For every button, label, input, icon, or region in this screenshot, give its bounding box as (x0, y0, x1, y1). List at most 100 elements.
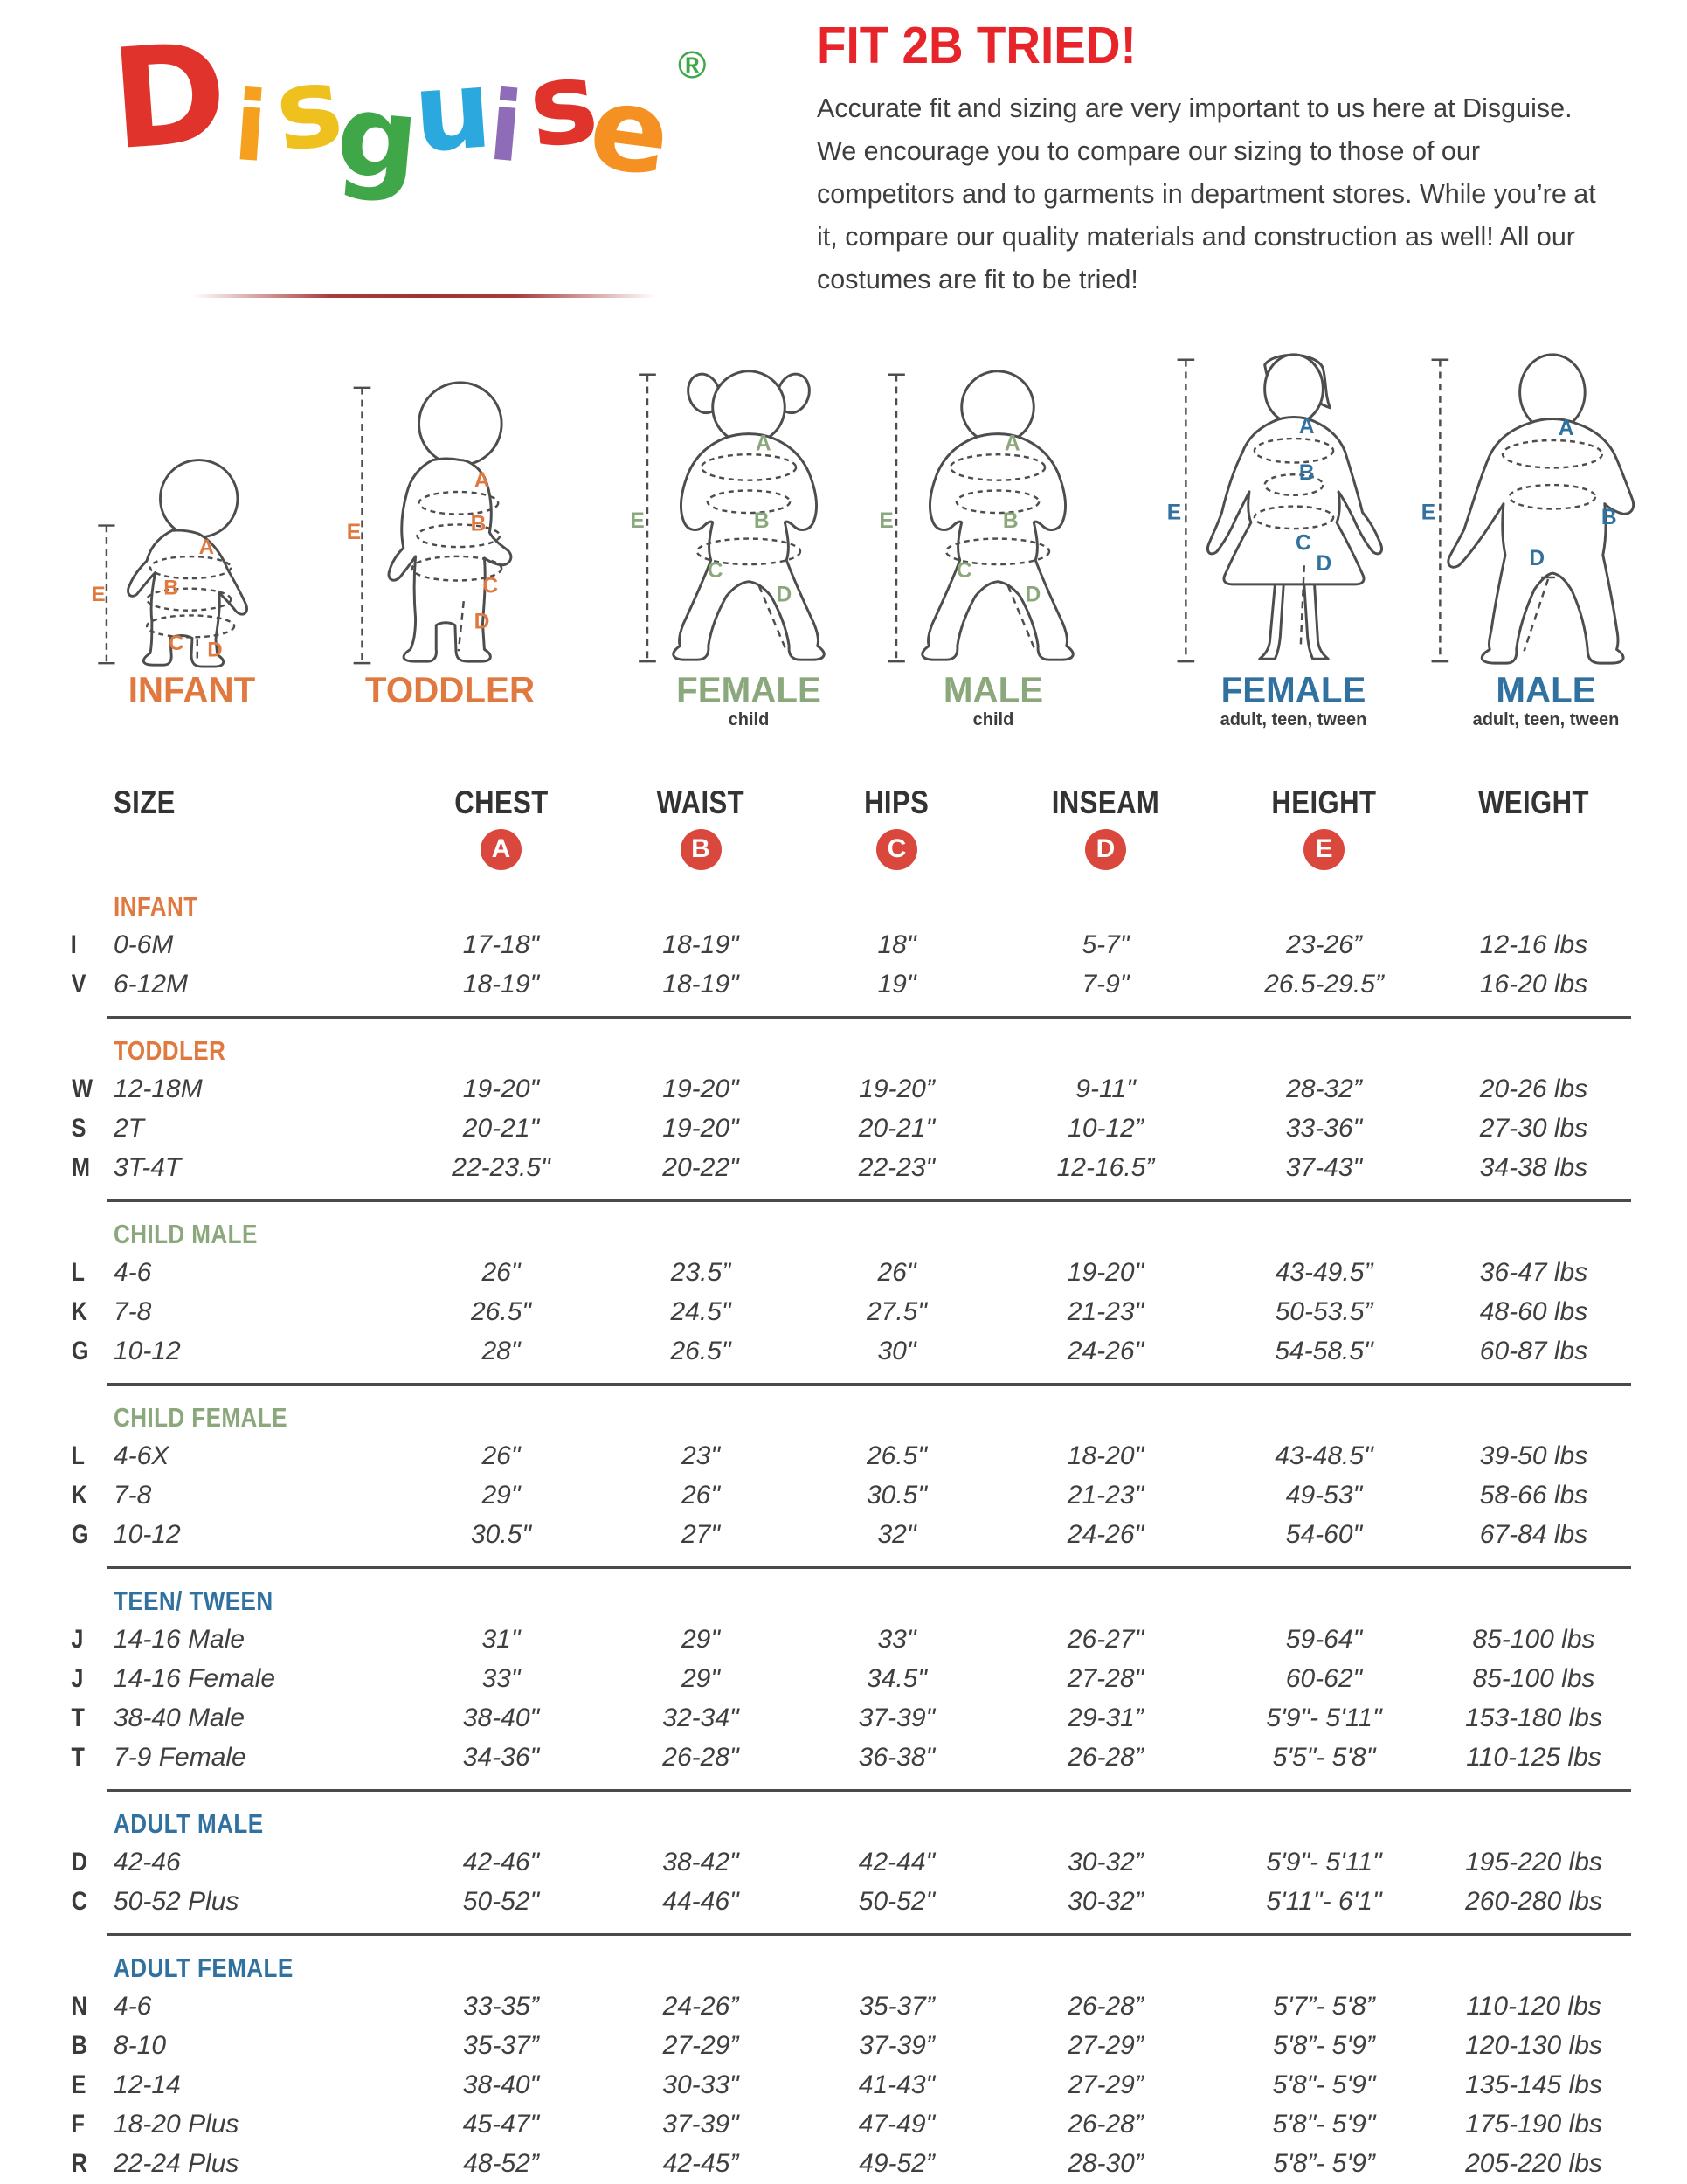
row-value: 42-44" (858, 1847, 936, 1876)
row-value: 85-100 lbs (1472, 1624, 1595, 1654)
row-value: 135-145 lbs (1465, 2070, 1602, 2099)
row-value: 27-30 lbs (1479, 1113, 1588, 1143)
row-value: 37-39” (859, 2030, 935, 2060)
row-value: 175-190 lbs (1465, 2109, 1602, 2139)
logo-letter: i (230, 69, 272, 184)
table-row: M 3T-4T 22-23.5" 20-22" 22-23" 12-16.5” 37-43"… (70, 1148, 1634, 1187)
section-heading-row: TEEN/ TWEEN (70, 1583, 1634, 1620)
section-heading-child-female: CHILD FEMALE (114, 1402, 287, 1433)
row-size: 14-16 Female (114, 1663, 276, 1693)
row-size: 12-18M (114, 1074, 203, 1103)
row-value: 43-48.5" (1275, 1441, 1373, 1470)
row-code: F (71, 2109, 86, 2139)
row-value: 16-20 lbs (1479, 969, 1588, 999)
row-value: 26.5" (866, 1441, 928, 1470)
table-row: S 2T 20-21" 19-20" 20-21" 10-12” 33-36" 27-30 l… (70, 1109, 1634, 1148)
row-value: 5'11"- 6'1" (1266, 1886, 1382, 1916)
logo-divider (192, 294, 655, 298)
row-value: 42-46" (462, 1847, 540, 1876)
row-size: 7-9 Female (114, 1742, 246, 1772)
row-value: 49-53" (1285, 1480, 1363, 1510)
table-row: W 12-18M 19-20" 19-20" 19-20” 9-11" 28-32” 20-2… (70, 1069, 1634, 1109)
row-value: 32-34" (662, 1703, 739, 1732)
row-code: D (71, 1847, 88, 1876)
child-female-silhouette-illustration: A B C D E (630, 370, 826, 663)
svg-text:C: C (708, 559, 723, 583)
measure-badge-cell: A (398, 828, 605, 870)
table-row: C 50-52 Plus 50-52" 44-46" 50-52" 30-32” 5'11"… (70, 1882, 1634, 1921)
svg-text:E: E (1421, 501, 1435, 524)
column-header-height: HEIGHT (1271, 784, 1377, 820)
row-value: 26-28” (1068, 1991, 1144, 2021)
row-code: R (71, 2148, 88, 2178)
row-code: E (71, 2070, 86, 2099)
adult-female-silhouette-illustration: A B C D E (1166, 353, 1383, 663)
measure-badge-cell: C (797, 828, 997, 870)
svg-text:B: B (1003, 509, 1019, 533)
row-value: 34-38 lbs (1479, 1152, 1588, 1182)
svg-text:E: E (347, 521, 361, 544)
figure-title: INFANT (128, 669, 256, 710)
figure-infant: A B C D E INFANT (80, 450, 303, 708)
row-value: 30.5" (470, 1519, 532, 1549)
logo-letter: g (331, 67, 425, 207)
row-value: 48-60 lbs (1479, 1296, 1588, 1326)
row-value: 28-32” (1286, 1074, 1362, 1103)
table-row: K 7-8 26.5" 24.5" 27.5" 21-23" 50-53.5” 48-60 l… (70, 1292, 1634, 1331)
row-value: 37-39" (858, 1703, 936, 1732)
table-row: T 38-40 Male 38-40" 32-34" 37-39" 29-31” 5'9"-… (70, 1698, 1634, 1738)
row-value: 28-30” (1068, 2148, 1144, 2178)
adult-male-silhouette-illustration: A B D E (1421, 353, 1635, 665)
column-header-weight: WEIGHT (1478, 784, 1589, 820)
table-row: N 4-6 33-35” 24-26” 35-37” 26-28” 5'7”- 5'8” 11… (70, 1987, 1634, 2026)
row-value: 18" (877, 930, 916, 959)
row-value: 21-23" (1067, 1296, 1144, 1326)
row-value: 12-16.5” (1056, 1152, 1155, 1182)
row-value: 20-21" (858, 1113, 936, 1143)
row-value: 7-9" (1082, 969, 1130, 999)
table-row: I 0-6M 17-18" 18-19" 18" 5-7" 23-26” 12-16 lbs (70, 925, 1634, 964)
section-divider (107, 1016, 1631, 1019)
row-value: 205-220 lbs (1465, 2148, 1602, 2178)
toddler-silhouette-illustration: A B C D E (347, 381, 513, 665)
row-code: K (71, 1296, 88, 1326)
row-value: 5'8”- 5'9” (1273, 2030, 1375, 2060)
svg-text:C: C (169, 632, 183, 655)
row-value: 33-35” (463, 1991, 539, 2021)
row-value: 39-50 lbs (1479, 1441, 1588, 1470)
size-table: SIZE CHEST WAIST HIPS INSEAM HEIGHT WEIGHT A B C D… (70, 782, 1634, 2184)
row-value: 26.5-29.5” (1264, 969, 1384, 999)
row-value: 30-33" (662, 2070, 739, 2099)
svg-text:A: A (1005, 432, 1020, 455)
child-male-silhouette-illustration: A B C D E (879, 370, 1075, 663)
row-value: 43-49.5” (1275, 1257, 1373, 1287)
table-row: G 10-12 28" 26.5" 30" 24-26" 54-58.5" 60-87 lbs (70, 1331, 1634, 1371)
row-code: J (71, 1663, 84, 1693)
column-header-size: SIZE (114, 784, 176, 820)
disguise-logo: D i s g u i s e ® (107, 13, 723, 287)
row-size: 42-46 (114, 1847, 181, 1876)
svg-text:B: B (471, 512, 487, 536)
table-row: R 22-24 Plus 48-52” 42-45” 49-52” 28-30” 5'8”-… (70, 2144, 1634, 2183)
row-code: S (71, 1113, 86, 1143)
figure-title: MALE (1496, 669, 1596, 710)
measure-badge-c: C (876, 828, 917, 870)
row-value: 59-64" (1285, 1624, 1363, 1654)
intro-body: Accurate fit and sizing are very importa… (817, 93, 1596, 294)
column-header-waist: WAIST (656, 784, 745, 820)
row-value: 24.5" (670, 1296, 731, 1326)
row-value: 34.5" (866, 1663, 928, 1693)
table-row: J 14-16 Male 31" 29" 33" 26-27" 59-64" 85-100 l… (70, 1620, 1634, 1659)
row-value: 30" (877, 1336, 916, 1365)
table-row: B 8-10 35-37” 27-29” 37-39” 27-29” 5'8”- 5'9” 1… (70, 2026, 1634, 2065)
section-heading-adult-male: ADULT MALE (114, 1808, 264, 1839)
svg-text:E: E (1166, 501, 1180, 524)
column-header-hips: HIPS (864, 784, 930, 820)
row-value: 18-19" (662, 969, 739, 999)
row-value: 27-29” (662, 2030, 739, 2060)
row-value: 26-28” (1068, 2109, 1144, 2139)
svg-text:B: B (754, 509, 770, 533)
row-value: 5'9"- 5'11" (1266, 1847, 1382, 1876)
row-value: 5'7”- 5'8” (1273, 1991, 1375, 2021)
